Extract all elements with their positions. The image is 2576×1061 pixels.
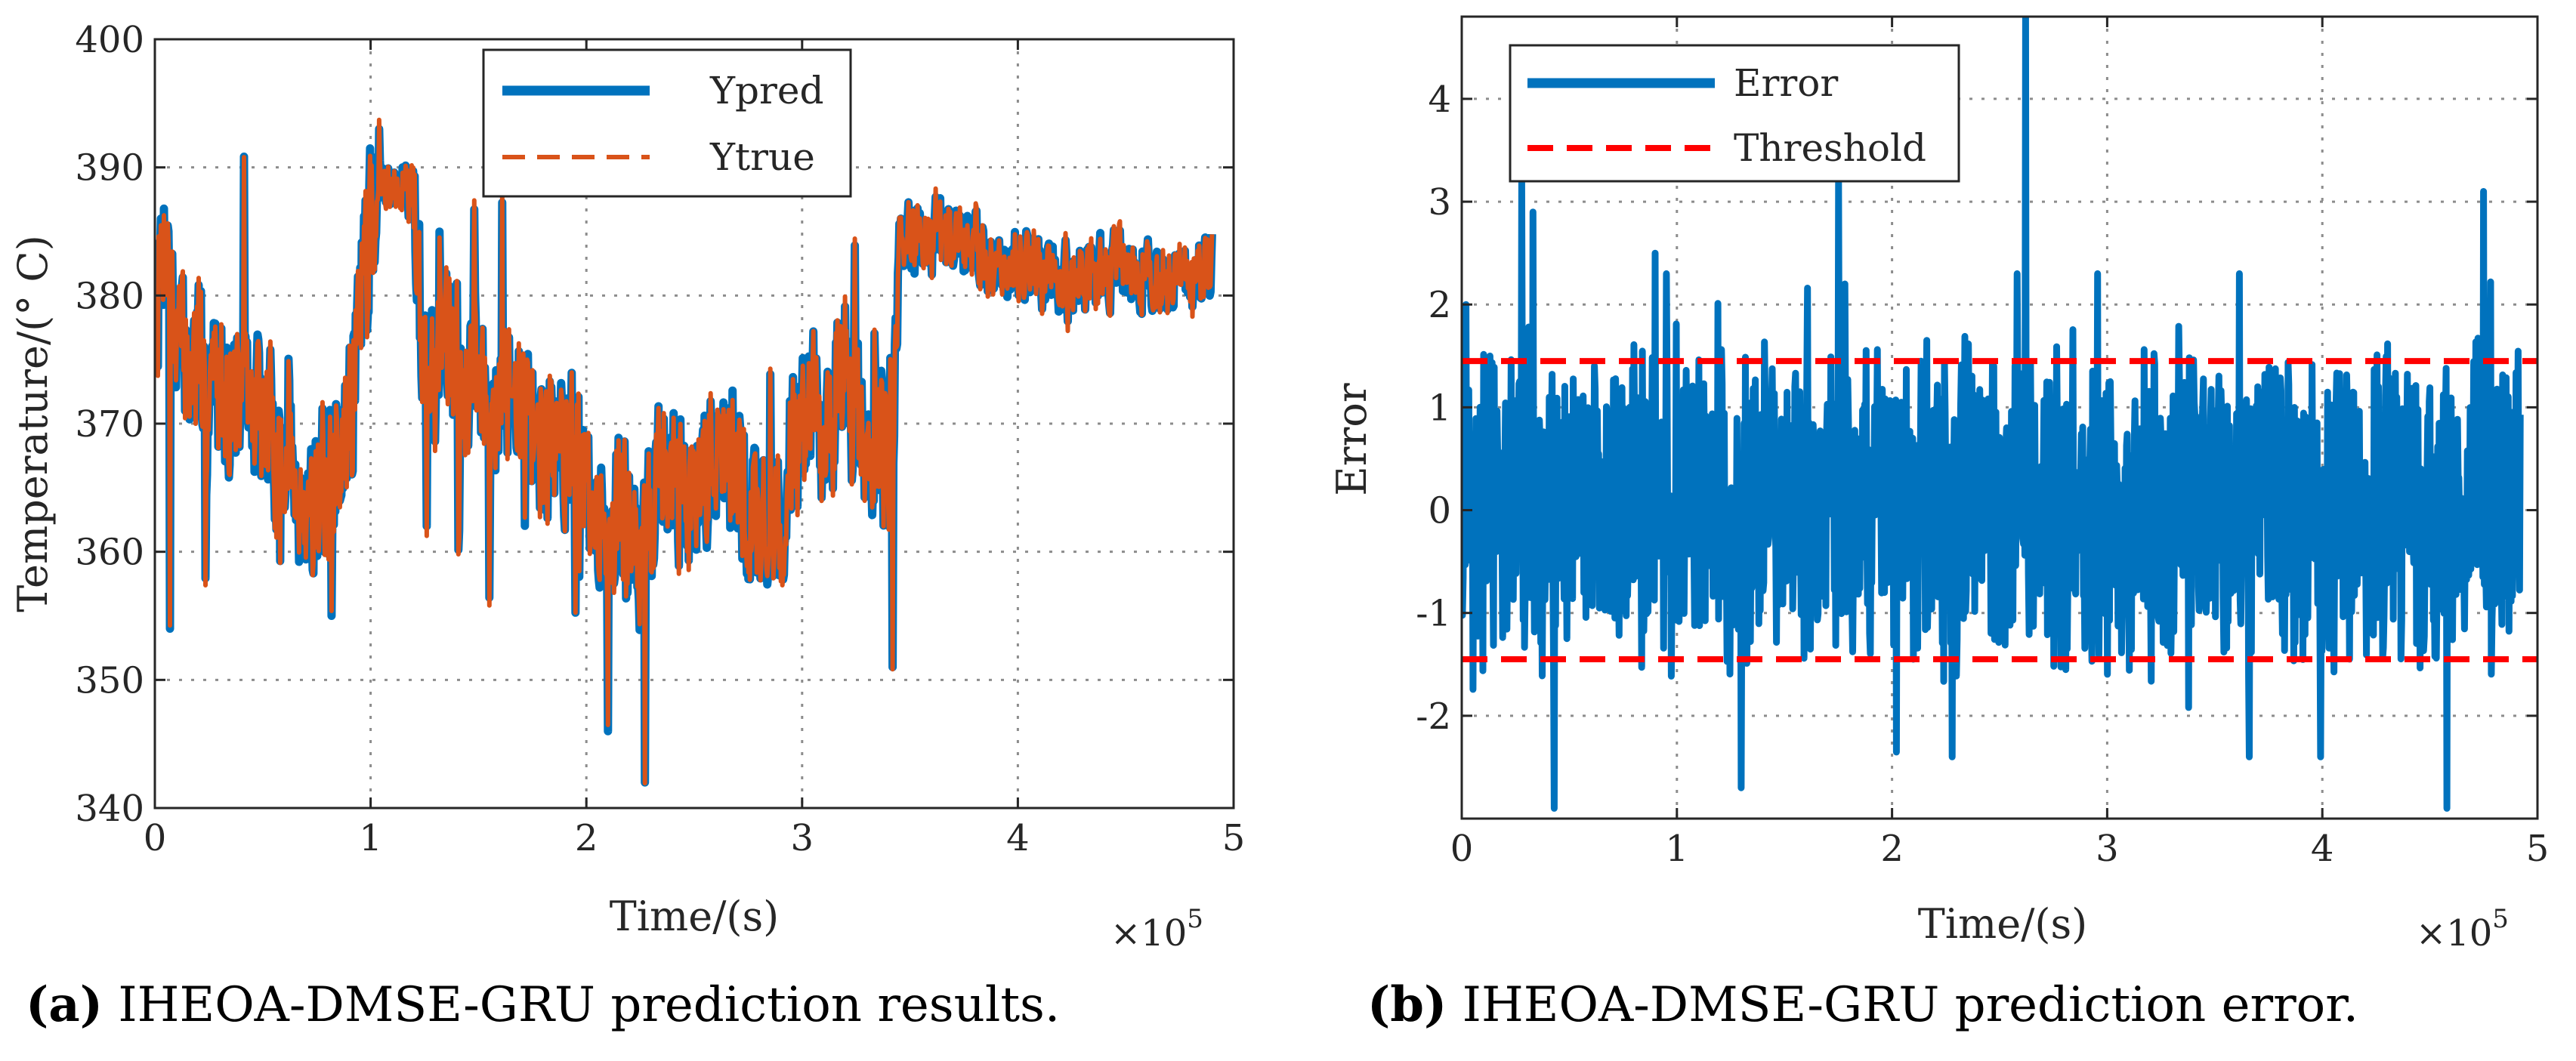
- x-tick-label: 4: [1006, 817, 1030, 859]
- x-tick-labels-b: 0 1 2 3 4 5: [1450, 828, 2550, 870]
- plot-frame-b: [1460, 15, 2539, 820]
- chart-a: 0 1 2 3 4 5 340 350 360 370 380 390 400 Time/(s) Te…: [9, 19, 1245, 1033]
- x-tick-label: 2: [575, 817, 598, 859]
- y-tick-label: 350: [75, 659, 144, 702]
- ticks-a: [153, 38, 1235, 810]
- caption-text-b: IHEOA-DMSE-GRU prediction error.: [1447, 977, 2358, 1033]
- y-tick-label: 360: [75, 532, 144, 574]
- legend-box-a: [482, 48, 852, 198]
- legend-a: Ypred Ytrue: [482, 48, 852, 198]
- y-tick-label: 390: [75, 147, 144, 190]
- x-tick-label: 5: [1222, 817, 1246, 859]
- legend-box-b: [1509, 44, 1960, 183]
- grid-a: [155, 39, 1234, 808]
- legend-label-ytrue: Ytrue: [709, 135, 815, 179]
- series-group-a: [155, 117, 1216, 787]
- x-tick-label: 5: [2526, 828, 2550, 870]
- y-tick-labels-a: 340 350 360 370 380 390 400: [75, 19, 144, 830]
- y-axis-title-b: Error: [1328, 383, 1376, 496]
- legend-label-ypred: Ypred: [709, 69, 824, 113]
- legend-label-threshold: Threshold: [1734, 126, 1926, 170]
- y-tick-label: 2: [1428, 284, 1451, 326]
- x-tick-label: 3: [2096, 828, 2119, 870]
- x-tick-label: 0: [144, 817, 167, 859]
- legend-b: Error Threshold: [1509, 44, 1960, 183]
- y-tick-label: 1: [1428, 387, 1451, 429]
- x-tick-label: 1: [1666, 828, 1689, 870]
- y-tick-label: 4: [1428, 79, 1451, 121]
- x-axis-title-b: Time/(s): [1918, 900, 2088, 948]
- caption-b: (b) IHEOA-DMSE-GRU prediction error.: [1367, 976, 2358, 1033]
- x-tick-label: 4: [2311, 828, 2334, 870]
- caption-letter-a: (a): [26, 976, 103, 1033]
- ticks-b: [1460, 17, 2539, 819]
- y-tick-label: 3: [1428, 181, 1451, 224]
- y-tick-label: 0: [1428, 490, 1451, 532]
- x-tick-label: 0: [1450, 828, 1474, 870]
- caption-a: (a) IHEOA-DMSE-GRU prediction results.: [26, 976, 1060, 1033]
- y-tick-labels-b: -2 -1 0 1 2 3 4: [1416, 79, 1451, 738]
- chart-b: 0 1 2 3 4 5 -2 -1 0 1 2 3 4 Time/(s) Error ×105 Err…: [1328, 15, 2550, 1033]
- x-axis-title-a: Time/(s): [610, 893, 780, 940]
- y-tick-label: -2: [1416, 696, 1451, 738]
- y-tick-label: 400: [75, 19, 144, 61]
- series-line-error: [1462, 17, 2524, 812]
- x-tick-label: 3: [791, 817, 814, 859]
- x-exponent-b: ×105: [2416, 904, 2509, 955]
- legend-label-error: Error: [1734, 61, 1838, 105]
- y-axis-title-a: Temperature/(° C): [9, 235, 57, 612]
- y-tick-label: 370: [75, 403, 144, 446]
- series-line-ytrue: [155, 117, 1215, 786]
- series-group-b: [1462, 17, 2537, 812]
- y-tick-label: 380: [75, 275, 144, 317]
- x-tick-labels-a: 0 1 2 3 4 5: [144, 817, 1246, 859]
- y-tick-label: 340: [75, 788, 144, 830]
- x-tick-label: 2: [1880, 828, 1904, 870]
- caption-text-a: IHEOA-DMSE-GRU prediction results.: [103, 977, 1060, 1033]
- caption-letter-b: (b): [1367, 976, 1447, 1033]
- x-tick-label: 1: [359, 817, 382, 859]
- y-tick-label: -1: [1416, 593, 1451, 635]
- x-exponent-a: ×105: [1110, 904, 1203, 955]
